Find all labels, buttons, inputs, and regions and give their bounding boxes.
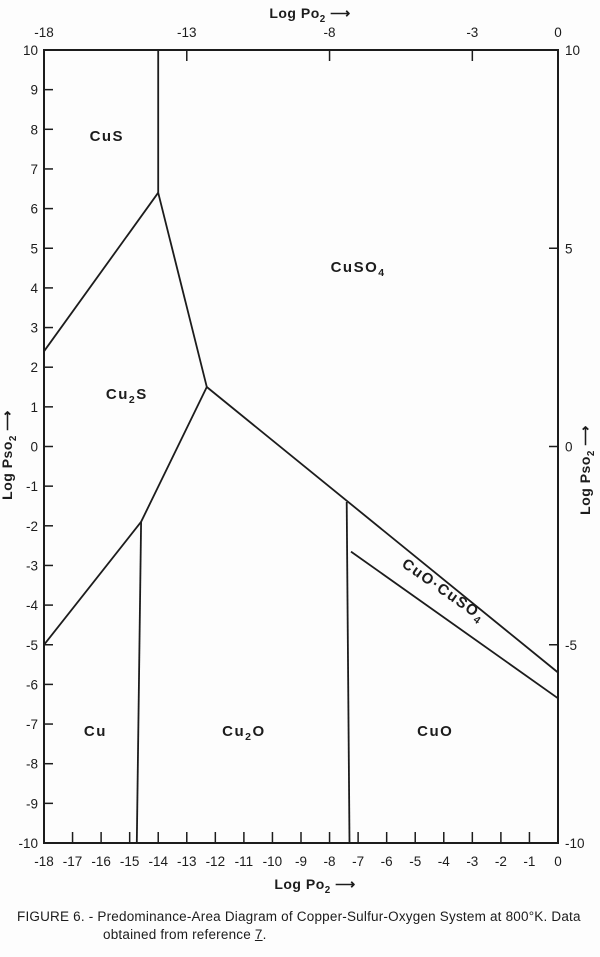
caption-reference: 7 — [254, 927, 263, 942]
y-tick-label-left: -8 — [26, 757, 38, 772]
x-tick-label-bottom: -16 — [91, 854, 111, 869]
y-tick-label-right: -10 — [565, 836, 585, 851]
caption-line-2: obtained from reference 7. — [103, 926, 586, 944]
y-tick-label-left: -5 — [26, 638, 38, 653]
y-tick-label-left: -6 — [26, 677, 38, 692]
boundary-Cu-Cu2S — [43, 521, 142, 646]
x-tick-label-bottom: -17 — [63, 854, 83, 869]
x-tick-label-bottom: -2 — [495, 854, 507, 869]
y-tick-label-left: 3 — [30, 321, 38, 336]
y-tick-label-left: 4 — [30, 281, 38, 296]
y-tick-label-right: 5 — [565, 241, 573, 256]
caption-text-2: obtained from reference — [103, 927, 255, 942]
y-tick-label-left: 8 — [30, 122, 38, 137]
y-tick-label-left: -7 — [26, 717, 38, 732]
region-label-Cu2S: Cu2S — [106, 386, 148, 406]
y-axis-title-left: Log Pso2 ⟶ — [0, 410, 19, 500]
boundary-CuS-Cu2S — [43, 192, 159, 352]
x-axis-title-top: Log Po2 ⟶ — [269, 5, 350, 25]
x-tick-label-top: -18 — [34, 25, 54, 40]
region-label-CuS: CuS — [90, 128, 125, 145]
y-tick-label-left: -10 — [18, 836, 38, 851]
x-tick-label-bottom: -3 — [466, 854, 478, 869]
region-label-CuO: CuO — [417, 723, 453, 740]
x-tick-label-bottom: -10 — [263, 854, 283, 869]
x-tick-label-bottom: -8 — [324, 854, 336, 869]
x-tick-label-top: 0 — [554, 25, 562, 40]
y-tick-label-left: 0 — [30, 440, 38, 455]
y-tick-label-left: -3 — [26, 558, 38, 573]
y-tick-label-left: -4 — [26, 598, 38, 613]
boundary-Cu-Cu2O — [135, 521, 142, 844]
y-tick-label-left: 9 — [30, 83, 38, 98]
x-tick-label-top: -3 — [466, 25, 478, 40]
x-tick-label-top: -13 — [177, 25, 197, 40]
x-tick-label-bottom: -13 — [177, 854, 197, 869]
x-tick-label-top: -8 — [324, 25, 336, 40]
region-label-CuSO4: CuSO4 — [331, 259, 386, 279]
x-tick-label-bottom: -5 — [409, 854, 421, 869]
boundary-Cu2S-CuSO4 — [157, 192, 208, 388]
y-tick-label-left: -2 — [26, 519, 38, 534]
region-label-Cu2O: Cu2O — [222, 723, 266, 743]
y-tick-label-left: 5 — [30, 241, 38, 256]
boundary-CuSO4-CuO.CuSO4 — [206, 386, 559, 674]
x-tick-label-bottom: -9 — [295, 854, 307, 869]
y-tick-label-left: -9 — [26, 796, 38, 811]
y-tick-label-left: 1 — [30, 400, 38, 415]
y-axis-title-right: Log Pso2 ⟶ — [577, 425, 597, 515]
x-axis-title-bottom: Log Po2 ⟶ — [274, 876, 355, 896]
x-tick-label-bottom: -15 — [120, 854, 140, 869]
x-tick-label-bottom: -14 — [148, 854, 168, 869]
y-tick-label-right: 0 — [565, 440, 573, 455]
boundary-Cu2O-CuO — [345, 501, 351, 844]
caption-text-1: FIGURE 6. - Predominance-Area Diagram of… — [17, 909, 581, 924]
figure-caption: FIGURE 6. - Predominance-Area Diagram of… — [0, 908, 600, 944]
boundary-Cu2S-Cu2O — [140, 386, 208, 523]
y-tick-label-left: 10 — [23, 43, 38, 58]
predominance-area-diagram: -18 -17 -16 -15 -14 -13 -12 -11 -10 -9 -8 -7 -6 -5 -4-… — [0, 5, 597, 896]
x-tick-label-bottom: -4 — [438, 854, 450, 869]
plot-border — [43, 49, 559, 844]
region-label-Cu: Cu — [84, 723, 107, 740]
y-tick-label-right: -5 — [565, 638, 577, 653]
x-tick-label-bottom: 0 — [554, 854, 562, 869]
caption-line-1: FIGURE 6. - Predominance-Area Diagram of… — [17, 908, 586, 926]
boundary-CuO.CuSO4-CuO — [350, 550, 559, 700]
x-tick-label-bottom: -7 — [352, 854, 364, 869]
x-tick-label-bottom: -11 — [235, 854, 254, 869]
y-tick-label-left: -1 — [26, 479, 38, 494]
x-tick-label-bottom: -6 — [381, 854, 393, 869]
y-tick-label-left: 6 — [30, 202, 38, 217]
y-tick-label-left: 7 — [30, 162, 38, 177]
x-tick-label-bottom: -12 — [206, 854, 226, 869]
caption-text-3: . — [262, 927, 267, 942]
y-tick-label-right: 10 — [565, 43, 580, 58]
x-tick-label-bottom: -18 — [34, 854, 54, 869]
x-tick-label-bottom: -1 — [523, 854, 535, 869]
y-tick-label-left: 2 — [30, 360, 38, 375]
